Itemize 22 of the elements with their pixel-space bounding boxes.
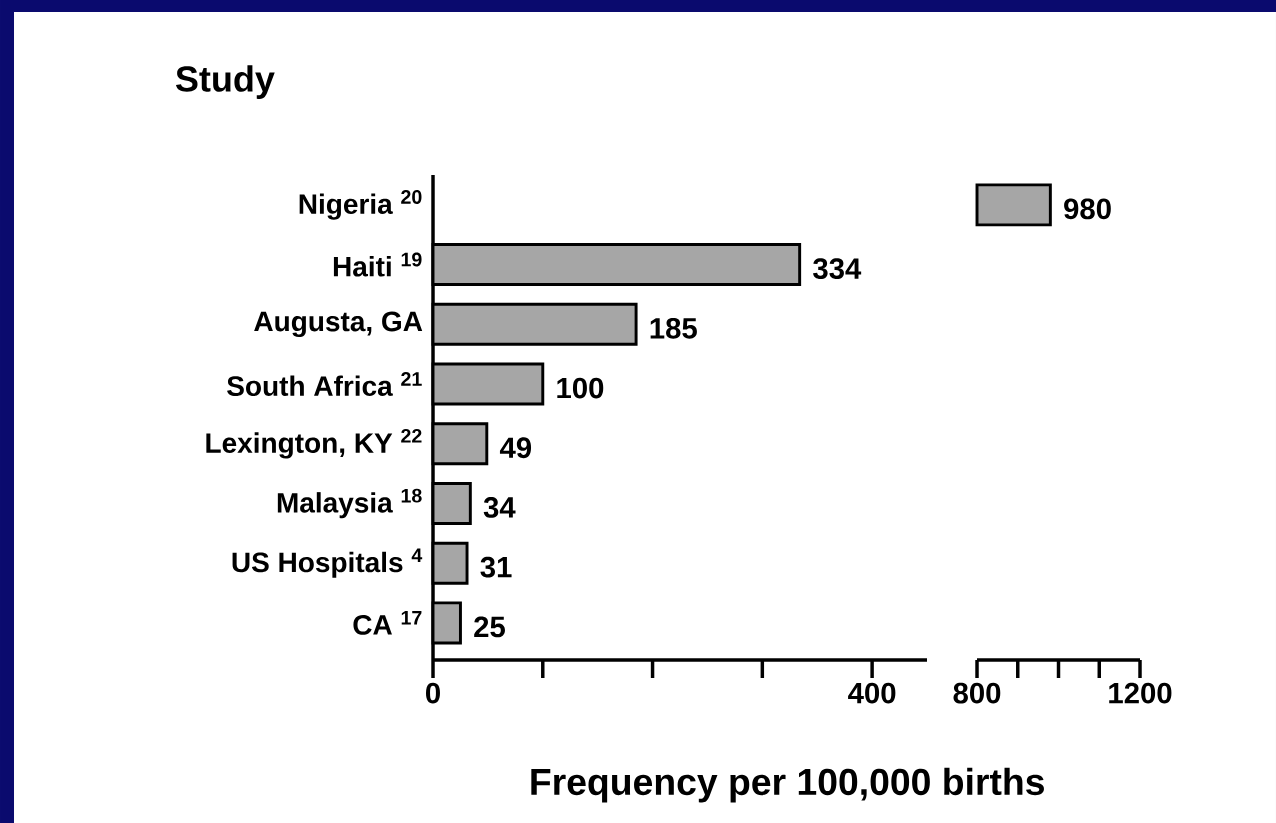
data-label: 31 xyxy=(480,556,512,578)
y-tick-label: Augusta, GA xyxy=(254,311,423,338)
x-tick-label: 400 xyxy=(848,682,896,704)
y-tick-label: South Africa $^{21}$ xyxy=(227,372,422,397)
data-label: 100 xyxy=(557,377,604,399)
x-tick-label: 0 xyxy=(426,682,440,704)
y-tick-label: CA $^{17}$ xyxy=(353,611,422,635)
y-tick-label: Haiti $^{19}$ xyxy=(333,252,422,277)
y-tick-label: Malaysia $^{18}$ xyxy=(277,488,422,519)
data-label: 25 xyxy=(474,616,505,638)
data-label: 980 xyxy=(1064,198,1111,220)
y-tick-label: US Hospitals $^{4}$ xyxy=(232,548,423,578)
data-label: 49 xyxy=(499,437,532,459)
x-axis-title: Frequency per 100,000 births xyxy=(531,767,1044,803)
chart-title: Study xyxy=(175,65,275,99)
x-tick-label: 1200 xyxy=(1109,682,1172,704)
x-tick-label: 800 xyxy=(953,682,1001,704)
data-label: 334 xyxy=(813,258,862,279)
data-label: 34 xyxy=(483,497,516,518)
y-tick-label: Nigeria $^{20}$ xyxy=(299,190,422,220)
y-tick-label: Lexington, KY $^{22}$ xyxy=(206,428,422,459)
data-label: 185 xyxy=(650,317,697,339)
